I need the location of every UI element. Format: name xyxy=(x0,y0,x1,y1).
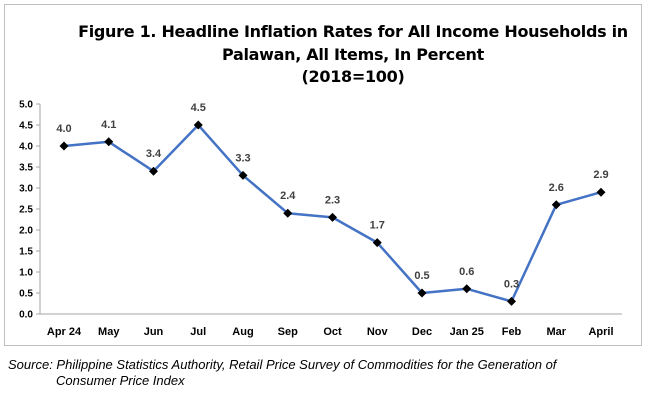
x-tick-label: Apr 24 xyxy=(47,326,82,338)
y-tick-label: 0.5 xyxy=(19,289,33,300)
chart-title-line-2: Palawan, All Items, In Percent xyxy=(222,45,484,64)
data-label: 0.6 xyxy=(459,266,474,278)
data-label: 3.3 xyxy=(235,152,250,164)
data-label: 2.6 xyxy=(549,182,564,194)
data-label: 0.3 xyxy=(504,278,519,290)
markers-layer xyxy=(59,120,606,306)
data-labels-layer: 4.0 4.1 3.4 4.5 3.3 2.4 2.3 1.7 0.5 0.6 0.3 2.6 2.9 xyxy=(56,102,608,290)
x-tick-label: April xyxy=(588,326,613,338)
y-tick-label: 5.0 xyxy=(19,100,33,111)
data-point-marker xyxy=(417,288,427,298)
source-line-2: Consumer Price Index xyxy=(56,373,185,388)
x-tick-label: Jun xyxy=(144,326,164,338)
x-tick-label: Jul xyxy=(190,326,206,338)
y-tick-label: 0.0 xyxy=(19,310,33,321)
data-label: 1.7 xyxy=(370,220,385,232)
chart-title-line-1: Figure 1. Headline Inflation Rates for A… xyxy=(78,22,628,41)
data-label: 4.5 xyxy=(191,102,206,114)
data-point-marker xyxy=(193,120,203,130)
y-tick-label: 3.0 xyxy=(19,184,33,195)
chart-frame xyxy=(4,4,642,346)
data-point-marker xyxy=(283,208,293,218)
data-point-marker xyxy=(149,166,158,176)
y-tick-label: 2.0 xyxy=(19,226,33,237)
x-tick-label: Sep xyxy=(278,326,298,338)
x-tick-label: May xyxy=(98,326,120,338)
y-tick-label: 2.5 xyxy=(19,205,33,216)
data-label: 3.4 xyxy=(146,148,162,160)
y-tick-label: 4.5 xyxy=(19,121,33,132)
x-tick-label: Feb xyxy=(502,326,522,338)
data-label: 4.1 xyxy=(101,119,116,131)
y-tick-label: 1.0 xyxy=(19,268,33,279)
data-point-marker xyxy=(328,212,337,222)
x-tick-label: Aug xyxy=(232,326,253,338)
y-tick-label: 4.0 xyxy=(19,142,33,153)
data-point-marker xyxy=(462,284,472,294)
data-label: 2.3 xyxy=(325,194,340,206)
x-tick-label: Dec xyxy=(412,326,432,338)
chart-title-line-3: (2018=100) xyxy=(301,67,405,86)
axes: 0.0 0.5 1.0 1.5 2.0 2.5 3.0 3.5 4.0 4.5 5.0 Apr 24 M… xyxy=(19,100,622,338)
data-point-marker xyxy=(104,137,114,147)
data-label: 0.5 xyxy=(414,270,429,282)
data-point-marker xyxy=(596,187,606,197)
x-tick-label: Mar xyxy=(546,326,566,338)
data-point-marker xyxy=(507,296,516,306)
source-line-1: Source: Philippine Statistics Authority,… xyxy=(8,357,557,372)
x-tick-label: Nov xyxy=(367,326,389,338)
data-point-marker xyxy=(238,170,248,180)
source-note: Source: Philippine Statistics Authority,… xyxy=(8,357,608,389)
data-label: 4.0 xyxy=(56,123,71,135)
x-tick-label: Oct xyxy=(323,326,342,338)
y-tick-label: 3.5 xyxy=(19,163,33,174)
data-point-marker xyxy=(551,200,561,210)
data-label: 2.4 xyxy=(280,190,296,202)
y-tick-label: 1.5 xyxy=(19,247,33,258)
data-point-marker xyxy=(59,141,69,151)
data-label: 2.9 xyxy=(593,169,608,181)
data-point-marker xyxy=(372,238,382,248)
x-tick-label: Jan 25 xyxy=(450,326,484,338)
